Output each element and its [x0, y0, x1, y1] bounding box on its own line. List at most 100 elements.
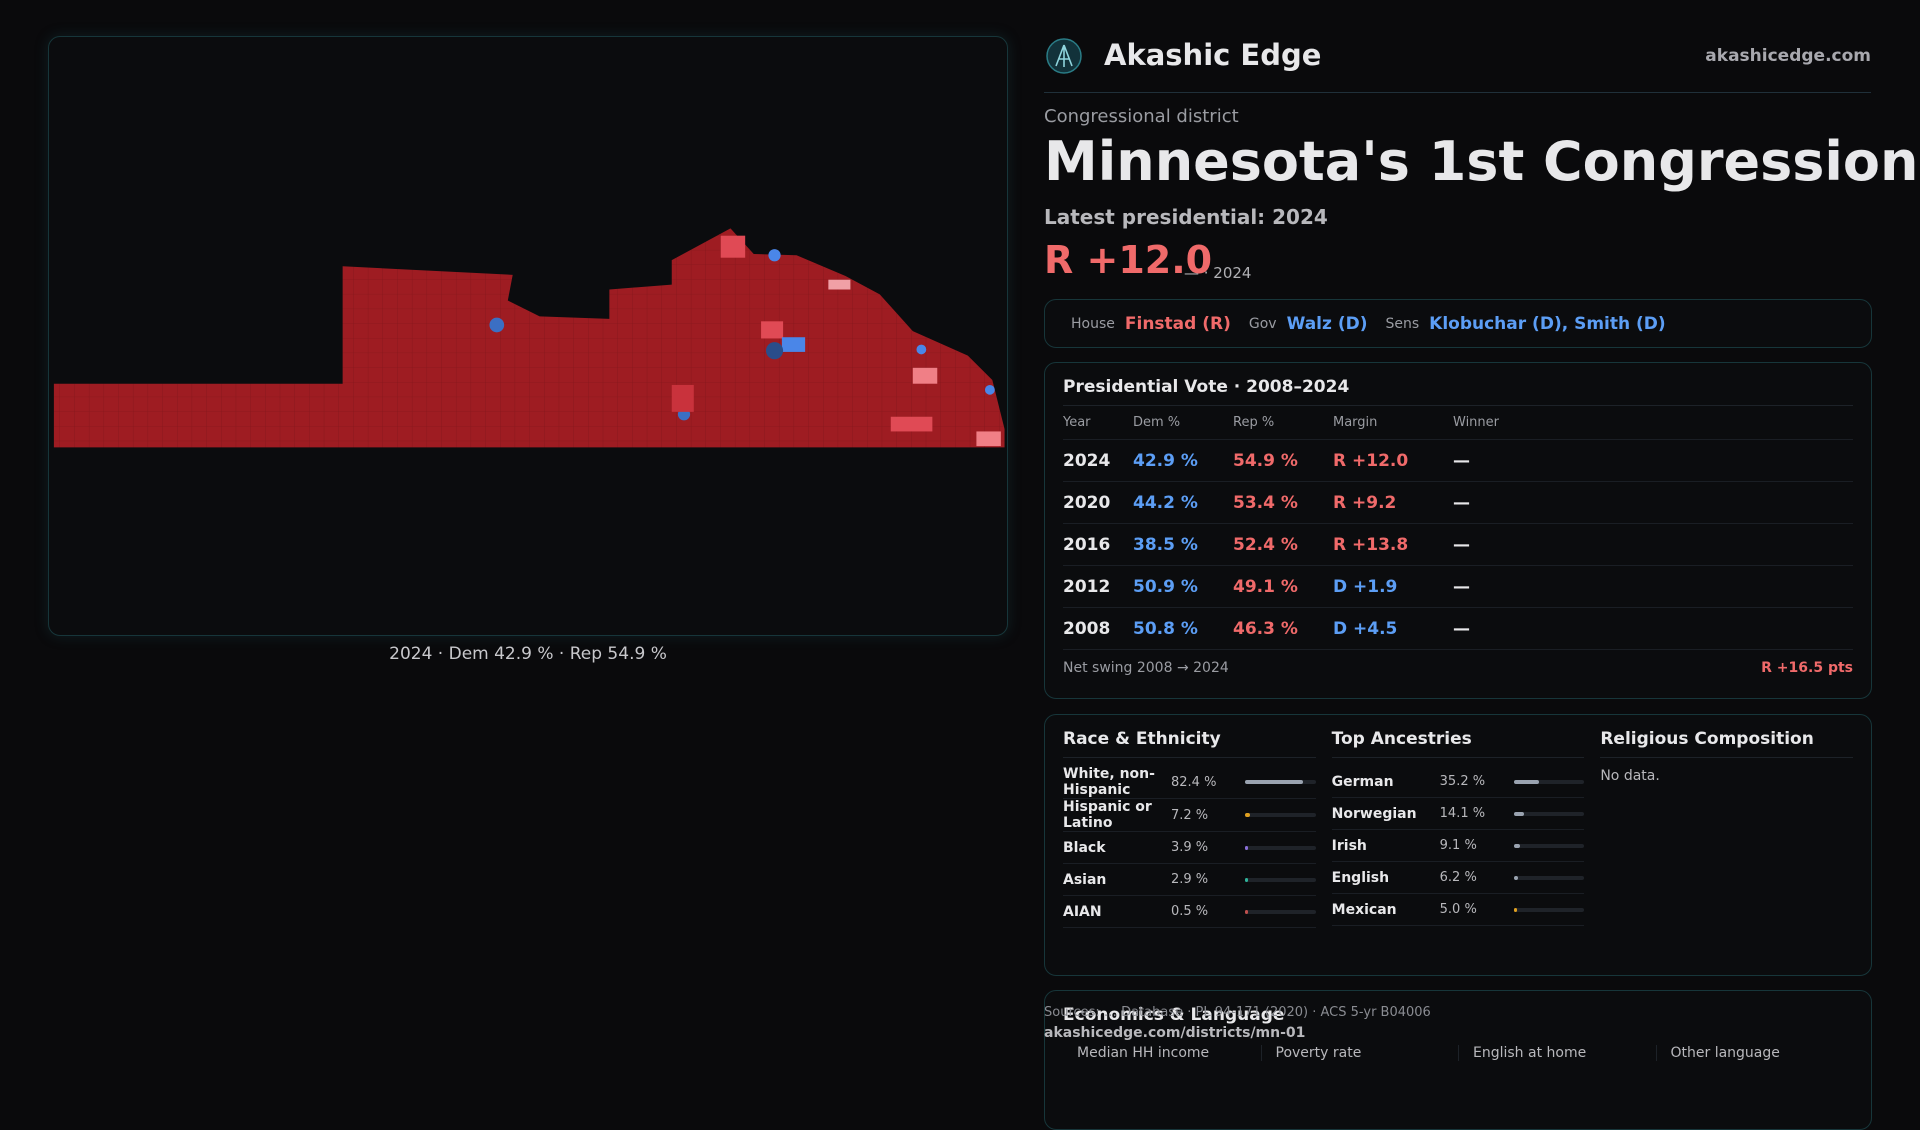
stat-label: English [1331, 869, 1390, 886]
table-cell: R +9.2 [1333, 492, 1397, 513]
stat-value: 2.9 % [1171, 872, 1209, 887]
stat-label: Irish [1331, 837, 1367, 854]
stat-row: Hispanic or Latino 7.2 % [1063, 799, 1316, 832]
stat-value: 6.2 % [1439, 870, 1477, 885]
presidential-panel: Presidential Vote · 2008–2024 Year Dem % R… [1044, 362, 1872, 699]
race-section: Race & Ethnicity White, non-Hispanic 82.4… [1063, 729, 1316, 961]
stat-row: Asian 2.9 % [1063, 864, 1316, 896]
panel-title: Religious Composition [1600, 729, 1853, 758]
table-row: 2024 42.9 % 54.9 % R +12.0 — [1063, 440, 1853, 482]
demographics-panel: Race & Ethnicity White, non-Hispanic 82.4… [1044, 714, 1872, 976]
bar-track [1513, 843, 1585, 848]
stat-row: Black 3.9 % [1063, 832, 1316, 864]
swing-label: Net swing 2008 → 2024 [1063, 660, 1229, 676]
bar-track [1245, 845, 1316, 850]
table-cell: 2024 [1063, 450, 1111, 471]
table-row: 2016 38.5 % 52.4 % R +13.8 — [1063, 524, 1853, 566]
bar [1513, 843, 1521, 848]
stat-value: 9.1 % [1439, 838, 1477, 853]
race-list: White, non-Hispanic 82.4 % Hispanic or Lat… [1063, 766, 1316, 928]
panel-title: Economics & Language [1063, 1005, 1285, 1025]
map-panel[interactable] [48, 36, 1008, 636]
table-cell: 38.5 % [1133, 534, 1198, 555]
official-name: Finstad (R) [1124, 313, 1231, 334]
bar [1513, 875, 1519, 880]
bar-track [1513, 779, 1585, 784]
table-cell: — [1453, 534, 1470, 555]
margin-note: — · 2024 [1184, 264, 1252, 282]
table-cell: R +12.0 [1333, 450, 1409, 471]
bar-track [1513, 811, 1585, 816]
panel-title: Presidential Vote · 2008–2024 [1063, 377, 1853, 406]
swing: Net swing 2008 → 2024 R +16.5 pts [1063, 660, 1853, 676]
page-url[interactable]: akashicedge.com/districts/mn-01 [1044, 1025, 1306, 1041]
table-cell: 2020 [1063, 492, 1111, 513]
latest-label: Latest presidential: 2024 [1044, 205, 1328, 229]
official-name: Walz (D) [1286, 313, 1368, 334]
stat-value: 3.9 % [1171, 840, 1209, 855]
table-row: 2008 50.8 % 46.3 % D +4.5 — [1063, 608, 1853, 650]
stat-row: German 35.2 % [1331, 766, 1585, 798]
table-cell: 50.8 % [1133, 618, 1198, 639]
bar-track [1245, 909, 1316, 914]
stat-value: 35.2 % [1439, 774, 1486, 789]
district-shape [53, 228, 1005, 448]
stat-value: 0.5 % [1171, 904, 1209, 919]
latest-margin: R +12.0 [1044, 238, 1213, 282]
bar-track [1245, 877, 1316, 882]
panel-title: Top Ancestries [1331, 729, 1585, 758]
site-link[interactable]: akashicedge.com [1705, 46, 1871, 66]
stat-row: English 6.2 % [1331, 862, 1585, 894]
religion-section: Religious Composition No data. [1600, 729, 1853, 961]
table-row: 2012 50.9 % 49.1 % D +1.9 — [1063, 566, 1853, 608]
table-cell: 50.9 % [1133, 576, 1198, 597]
column-header: Winner [1453, 415, 1500, 430]
stat-row: Norwegian 14.1 % [1331, 798, 1585, 830]
official-role: Sens [1385, 315, 1420, 332]
divider [1044, 92, 1871, 93]
kicker: Congressional district [1044, 106, 1239, 127]
bar [1245, 780, 1304, 784]
bar [1513, 779, 1539, 784]
stat-value: 14.1 % [1439, 806, 1486, 821]
table-cell: 54.9 % [1233, 450, 1298, 471]
bar [1245, 845, 1248, 850]
presidential-table: Year Dem % Rep % Margin Winner 2024 42.9 % 54.9… [1063, 406, 1853, 650]
table-cell: D +1.9 [1333, 576, 1398, 597]
religion-note: No data. [1600, 768, 1660, 784]
district-map [53, 228, 1005, 448]
brand-logo[interactable] [1045, 37, 1083, 75]
stat-label: Hispanic or Latino [1063, 799, 1152, 831]
ancestry-section: Top Ancestries German 35.2 % Norwegian 14.1… [1331, 729, 1585, 961]
column-header: Dem % [1133, 415, 1181, 430]
table-cell: 2008 [1063, 618, 1111, 639]
stat-label: White, non-Hispanic [1063, 766, 1155, 798]
bar [1245, 877, 1248, 882]
table-cell: D +4.5 [1333, 618, 1398, 639]
table-cell: 49.1 % [1233, 576, 1298, 597]
economics-item: Poverty rate [1260, 1045, 1459, 1061]
officials: House Finstad (R) Gov Walz (D) Sens Klobuchar… [1044, 299, 1872, 348]
page: 2024 · Dem 42.9 % · Rep 54.9 % Akashic E… [48, 36, 1920, 1130]
official-role: House [1071, 315, 1115, 332]
bar [1245, 909, 1248, 914]
table-cell: 53.4 % [1233, 492, 1298, 513]
table-cell: — [1453, 492, 1470, 513]
stat-value: 5.0 % [1439, 902, 1477, 917]
official-name: Klobuchar (D), Smith (D) [1429, 313, 1666, 334]
table-cell: 46.3 % [1233, 618, 1298, 639]
ancestry-list: German 35.2 % Norwegian 14.1 % Irish 9.1 % Eng… [1331, 766, 1585, 926]
stat-row: Irish 9.1 % [1331, 830, 1585, 862]
table-cell: 2012 [1063, 576, 1111, 597]
sources: Sources: … Database · PL 94-171 (2020) ·… [1044, 1005, 1431, 1020]
table-cell: — [1453, 618, 1470, 639]
bar [1513, 907, 1518, 912]
brand-name[interactable]: Akashic Edge [1104, 38, 1322, 72]
table-cell: 42.9 % [1133, 450, 1198, 471]
stat-label: German [1331, 773, 1394, 790]
column-header: Year [1063, 415, 1091, 430]
map-caption: 2024 · Dem 42.9 % · Rep 54.9 % [389, 644, 667, 664]
bar [1245, 813, 1251, 817]
bar [1513, 811, 1524, 816]
economics-item: Median HH income [1077, 1045, 1210, 1061]
